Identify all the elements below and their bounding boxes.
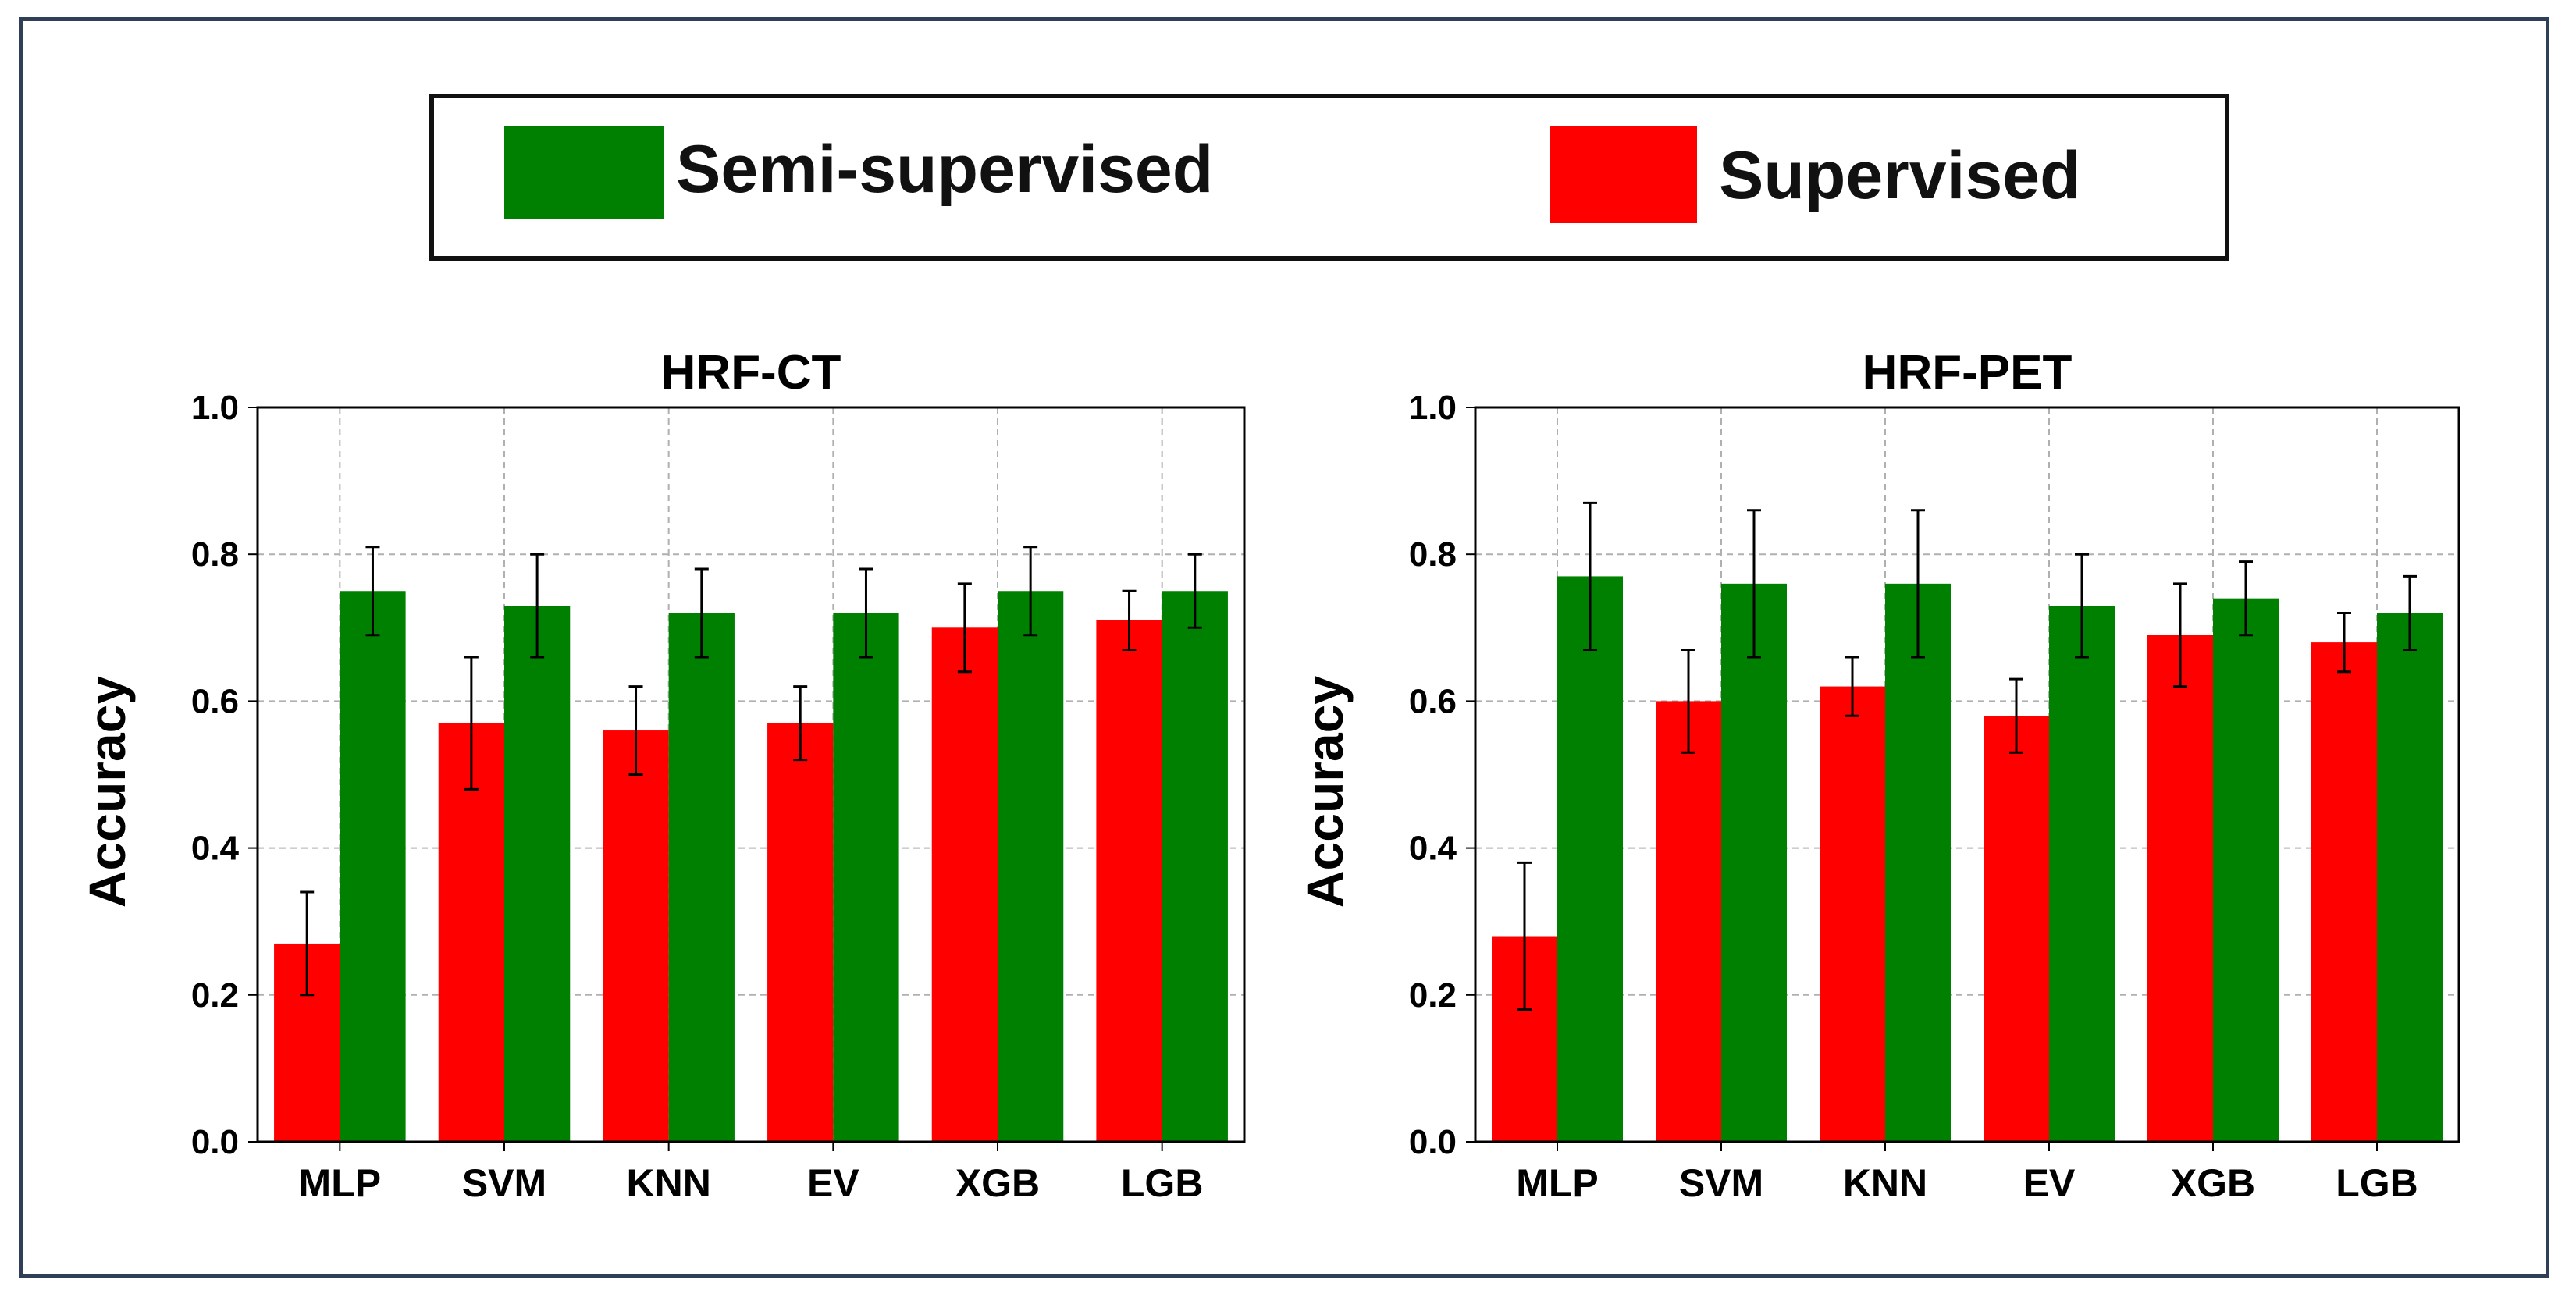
y-tick-label: 0.6 [191,682,239,720]
legend: Semi-supervised Supervised [429,94,2229,261]
bar-supervised-svm [438,723,504,1142]
y-tick-label: 1.0 [1409,389,1457,427]
bar-semi-supervised-mlp [1557,576,1623,1142]
legend-label-semi-supervised: Semi-supervised [676,132,1214,207]
y-tick-label: 0.4 [191,830,240,868]
bar-semi-supervised-ev [2049,606,2115,1142]
chart-hrf-ct: MLP SVM KNN EV XGB LGB 0.0 0.2 0.4 0.6 0.8 1.0 HRF-C… [78,346,1246,1205]
bar-semi-supervised-lgb [2377,613,2443,1142]
bar-supervised-lgb [2311,642,2377,1142]
chart-title-hrf-pet: HRF-PET [1863,346,2073,400]
x-tick-label-svm: SVM [1679,1161,1763,1205]
x-tick-label-xgb: XGB [955,1161,1040,1205]
y-tick-label: 0.2 [1409,976,1457,1015]
bar-supervised-xgb [2147,635,2213,1142]
bar-supervised-ev [767,723,834,1142]
chart-title-hrf-ct: HRF-CT [661,346,841,400]
x-tick-label-knn: KNN [627,1161,711,1205]
plot-area-border [1474,406,2460,1143]
bar-supervised-svm [1656,701,1721,1142]
x-tick-label-knn: KNN [1843,1161,1927,1205]
y-tick-label: 0.8 [1409,535,1457,574]
y-tick-label: 0.6 [1409,682,1457,720]
plot-area-border [256,406,1246,1143]
x-tick-label-svm: SVM [462,1161,546,1205]
bar-supervised-ev [1984,716,2049,1142]
bar-supervised-knn [603,730,669,1142]
x-tick-label-ev: EV [2023,1161,2076,1205]
bar-supervised-xgb [931,627,998,1142]
legend-swatch-semi-supervised [504,126,664,219]
x-tick-label-ev: EV [807,1161,859,1205]
y-tick-label: 0.0 [1409,1123,1457,1161]
y-tick-label: 0.2 [191,976,239,1015]
legend-swatch-supervised [1550,126,1697,223]
bar-semi-supervised-mlp [340,591,406,1142]
bar-supervised-knn [1820,686,1885,1142]
y-tick-label: 0.4 [1409,830,1457,868]
chart-hrf-pet: MLP SVM KNN EV XGB LGB 0.0 0.2 0.4 0.6 0.8 1.0 HRF-P… [1296,346,2460,1205]
y-tick-label: 1.0 [191,389,239,427]
x-tick-label-mlp: MLP [1516,1161,1599,1205]
legend-label-supervised: Supervised [1719,138,2081,213]
x-tick-label-lgb: LGB [1121,1161,1204,1205]
bar-semi-supervised-lgb [1162,591,1228,1142]
y-axis-label: Accuracy [78,676,136,908]
y-tick-label: 0.8 [191,535,239,574]
bar-semi-supervised-knn [668,613,735,1142]
figure-frame [19,17,2549,1278]
x-tick-label-mlp: MLP [299,1161,382,1205]
x-tick-label-lgb: LGB [2336,1161,2418,1205]
y-axis-label: Accuracy [1296,676,1354,908]
bar-semi-supervised-knn [1885,583,1951,1142]
bar-supervised-lgb [1096,620,1162,1142]
bar-semi-supervised-ev [833,613,899,1142]
bar-semi-supervised-svm [1721,583,1787,1142]
bar-semi-supervised-xgb [998,591,1064,1142]
y-tick-label: 0.0 [191,1123,239,1161]
bar-semi-supervised-svm [504,606,571,1142]
bar-semi-supervised-xgb [2213,598,2279,1142]
x-tick-label-xgb: XGB [2171,1161,2255,1205]
